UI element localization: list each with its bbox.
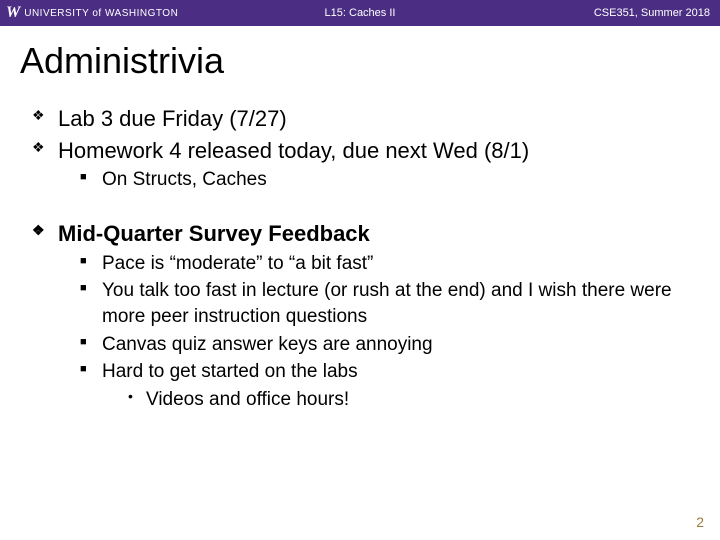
logo-w: W	[6, 4, 20, 22]
list-item: Pace is “moderate” to “a bit fast”	[84, 251, 700, 277]
list-item-text: Homework 4 released today, due next Wed …	[58, 138, 529, 163]
list-item-text: Videos and office hours!	[146, 389, 349, 410]
sub-list: On Structs, Caches	[58, 167, 700, 193]
bullet-list: Lab 3 due Friday (7/27) Homework 4 releas…	[20, 104, 700, 413]
course-label: CSE351, Summer 2018	[594, 7, 720, 19]
list-item-text: Hard to get started on the labs	[102, 361, 358, 382]
list-item: You talk too fast in lecture (or rush at…	[84, 278, 700, 329]
sub-list: Videos and office hours!	[102, 387, 700, 413]
sub-list: Pace is “moderate” to “a bit fast” You ta…	[58, 251, 700, 413]
list-item-text: Pace is “moderate” to “a bit fast”	[102, 253, 373, 274]
list-item: Homework 4 released today, due next Wed …	[38, 136, 700, 193]
list-item: Canvas quiz answer keys are annoying	[84, 332, 700, 358]
list-item: Hard to get started on the labs Videos an…	[84, 359, 700, 412]
list-item: Mid-Quarter Survey Feedback Pace is “mode…	[38, 219, 700, 413]
list-item-text: On Structs, Caches	[102, 169, 267, 190]
university-logo: W UNIVERSITY of WASHINGTON	[0, 4, 178, 22]
slide-title: Administrivia	[20, 40, 700, 82]
header-bar: W UNIVERSITY of WASHINGTON L15: Caches I…	[0, 0, 720, 26]
slide-body: Administrivia Lab 3 due Friday (7/27) Hom…	[0, 26, 720, 540]
lecture-label: L15: Caches II	[325, 7, 396, 19]
page-number: 2	[696, 514, 704, 530]
list-item-text: You talk too fast in lecture (or rush at…	[102, 280, 672, 327]
list-item: Videos and office hours!	[128, 387, 700, 413]
list-item: On Structs, Caches	[84, 167, 700, 193]
list-item-text: Canvas quiz answer keys are annoying	[102, 334, 433, 355]
list-item-text: Mid-Quarter Survey Feedback	[58, 221, 370, 246]
university-name: UNIVERSITY of WASHINGTON	[24, 8, 178, 19]
list-item-text: Lab 3 due Friday (7/27)	[58, 106, 287, 131]
list-item: Lab 3 due Friday (7/27)	[38, 104, 700, 134]
